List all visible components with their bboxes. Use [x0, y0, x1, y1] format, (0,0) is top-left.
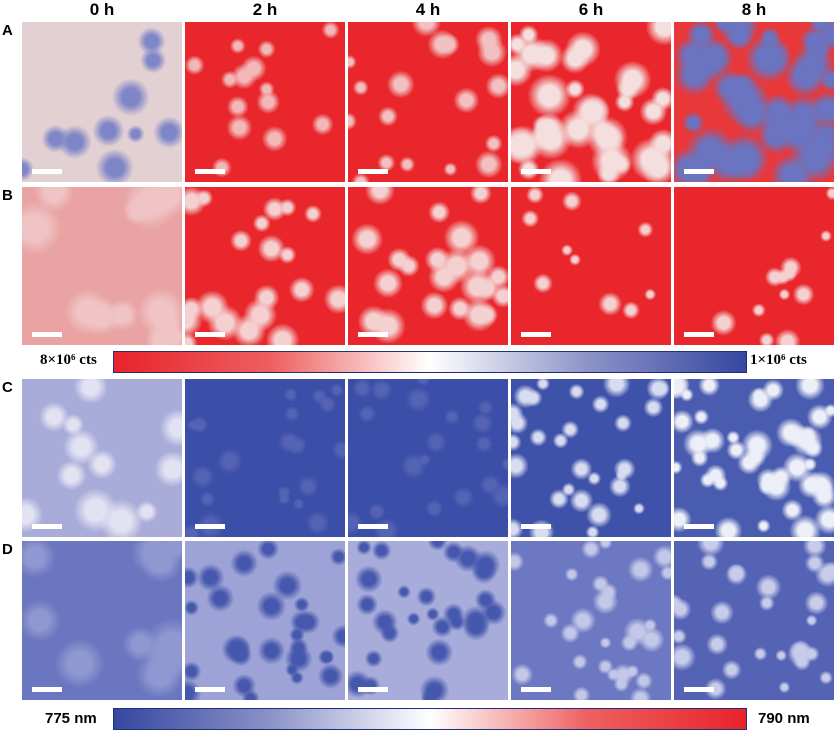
scale-bar — [358, 687, 388, 692]
row-label: C — [2, 379, 13, 396]
scale-bar — [684, 169, 714, 174]
image-panel — [348, 379, 508, 537]
scale-bar — [32, 332, 62, 337]
image-panel — [185, 541, 345, 700]
colorbar-wavelength — [113, 708, 747, 730]
scale-bar — [32, 169, 62, 174]
image-panel — [511, 22, 671, 182]
scale-bar — [358, 332, 388, 337]
image-panel — [511, 541, 671, 700]
colorbar-intensity — [113, 351, 747, 373]
scale-bar — [521, 169, 551, 174]
image-panel — [22, 541, 182, 700]
row-label: B — [2, 187, 13, 204]
scale-bar — [521, 332, 551, 337]
scale-bar — [521, 687, 551, 692]
scale-bar — [684, 687, 714, 692]
column-header: 8 h — [741, 0, 767, 19]
image-panel — [674, 379, 834, 537]
image-panel — [674, 22, 834, 182]
colorbar-right-label: 790 nm — [758, 710, 810, 727]
column-header: 0 h — [89, 0, 115, 19]
scale-bar — [684, 332, 714, 337]
scale-bar — [195, 687, 225, 692]
colorbar-right-label: 1×10⁶ cts — [750, 352, 807, 368]
scale-bar — [195, 524, 225, 529]
image-panel — [674, 541, 834, 700]
image-panel — [348, 187, 508, 345]
scale-bar — [358, 169, 388, 174]
image-panel — [348, 22, 508, 182]
image-panel — [511, 187, 671, 345]
image-panel — [22, 379, 182, 537]
image-panel — [185, 187, 345, 345]
scale-bar — [521, 524, 551, 529]
scale-bar — [32, 687, 62, 692]
image-panel — [185, 379, 345, 537]
image-panel — [348, 541, 508, 700]
colorbar-left-label: 775 nm — [45, 710, 97, 727]
image-panel — [185, 22, 345, 182]
scale-bar — [195, 332, 225, 337]
column-header: 6 h — [578, 0, 604, 19]
column-header: 4 h — [415, 0, 441, 19]
row-label: D — [2, 541, 13, 558]
column-header: 2 h — [252, 0, 278, 19]
image-panel — [511, 379, 671, 537]
scale-bar — [358, 524, 388, 529]
image-panel — [22, 22, 182, 182]
scale-bar — [195, 169, 225, 174]
colorbar-left-label: 8×10⁶ cts — [40, 352, 97, 368]
row-label: A — [2, 22, 13, 39]
image-panel — [22, 187, 182, 345]
scale-bar — [32, 524, 62, 529]
scale-bar — [684, 524, 714, 529]
image-panel — [674, 187, 834, 345]
